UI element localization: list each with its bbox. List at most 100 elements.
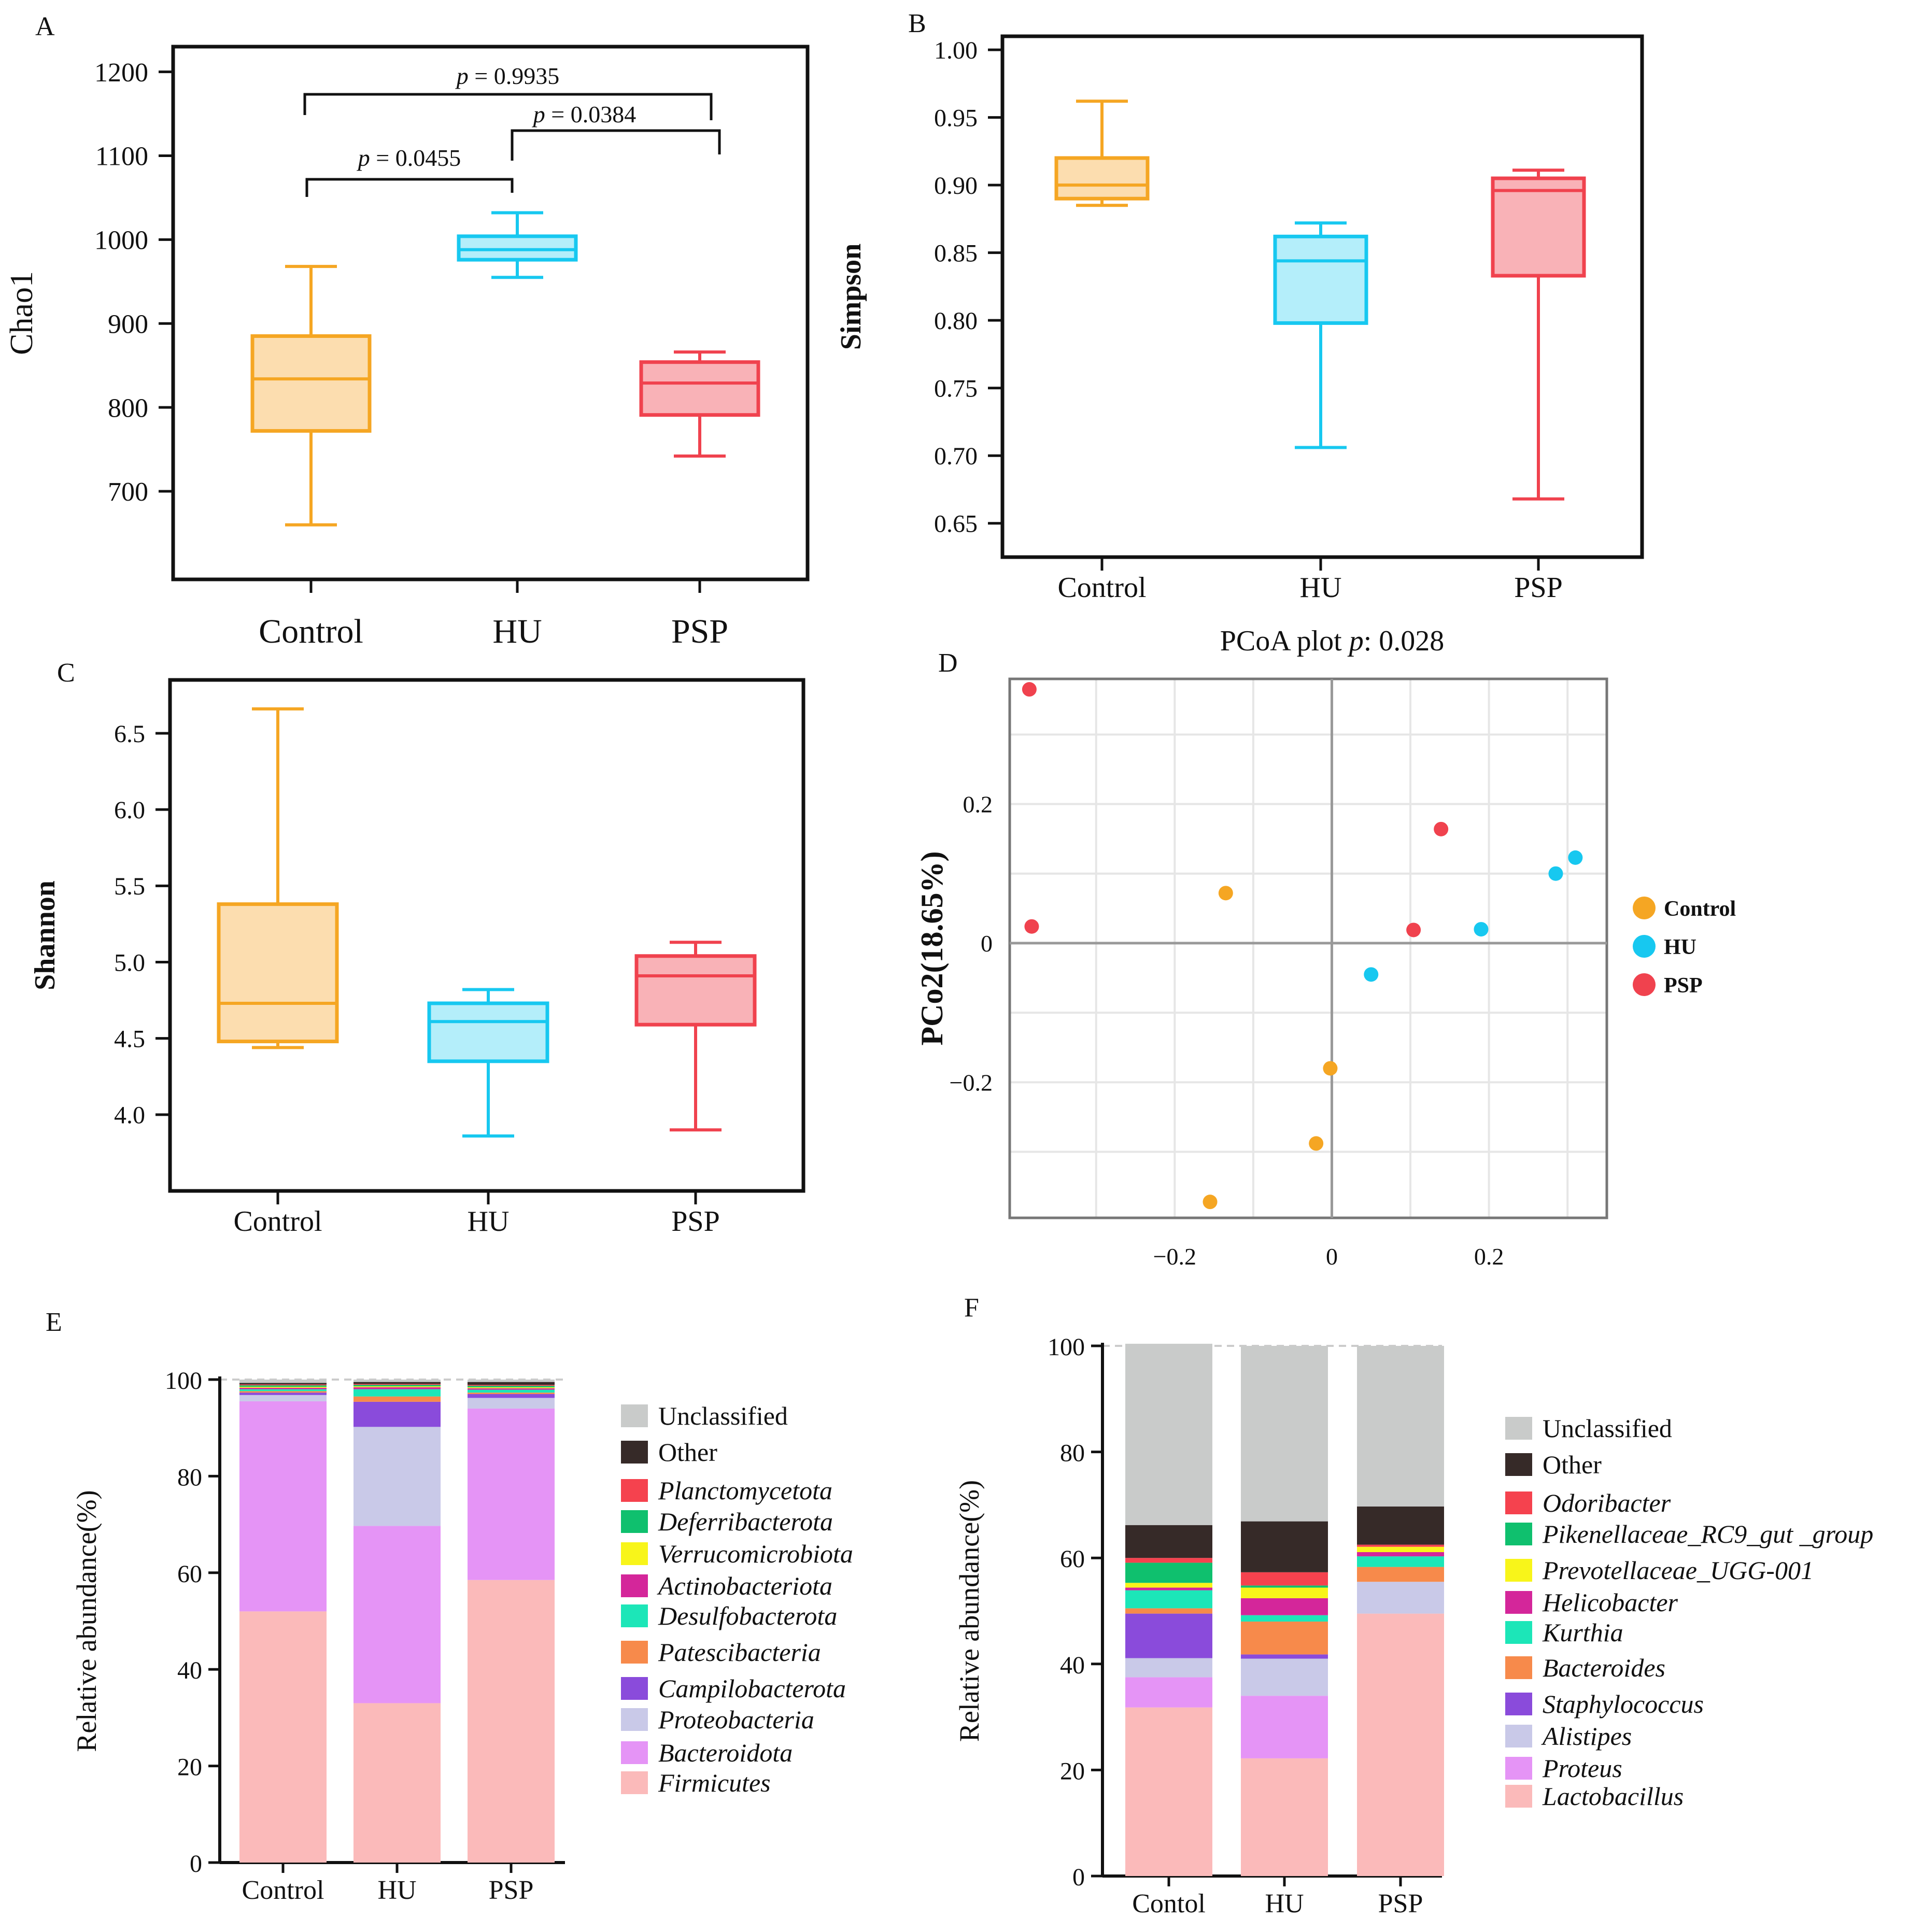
bar-segment-other bbox=[353, 1382, 441, 1384]
scatter-point-hu bbox=[1548, 866, 1563, 881]
panel-letter-d: D bbox=[938, 648, 958, 678]
x-tick-label: HU bbox=[1300, 572, 1342, 604]
y-tick-label: 1000 bbox=[94, 226, 148, 255]
bar-segment-bacteroidota bbox=[353, 1526, 441, 1703]
y-tick-label: 4.0 bbox=[114, 1102, 145, 1129]
legend-marker-hu bbox=[1633, 935, 1656, 958]
scatter-point-hu bbox=[1474, 922, 1489, 937]
box-hu bbox=[427, 988, 549, 1138]
bar-segment-other bbox=[468, 1382, 555, 1385]
legend-label: Control bbox=[1664, 897, 1736, 921]
legend-label: Prevotellaceae_UGG-001 bbox=[1542, 1556, 1814, 1585]
bar-segment-other bbox=[1241, 1521, 1328, 1572]
y-axis-label: Shannon bbox=[29, 880, 61, 990]
box-iqr bbox=[250, 334, 372, 433]
significance-bracket bbox=[305, 178, 514, 197]
plot-frame bbox=[168, 678, 805, 1193]
legend-swatch bbox=[1505, 1621, 1532, 1644]
x-tick-label: PSP bbox=[1514, 572, 1562, 604]
legend-label: Odoribacter bbox=[1543, 1488, 1671, 1517]
y-tick-label: 0.65 bbox=[934, 510, 978, 538]
legend-label: Proteobacteria bbox=[658, 1705, 814, 1734]
bar-segment-lactobacillus bbox=[1241, 1758, 1328, 1876]
legend-label: Campilobacterota bbox=[658, 1674, 846, 1703]
legend-label: Other bbox=[1543, 1450, 1602, 1479]
legend-swatch bbox=[621, 1404, 648, 1427]
bar-segment-verrucomicrobiota bbox=[353, 1386, 441, 1387]
scatter-point-control bbox=[1309, 1136, 1324, 1151]
bar-segment-kurthia bbox=[1241, 1615, 1328, 1622]
bar-segment-planctomycetota bbox=[353, 1384, 441, 1385]
legend-label: Desulfobacterota bbox=[658, 1601, 837, 1630]
legend-label: Firmicutes bbox=[658, 1768, 771, 1797]
significance-bracket bbox=[303, 93, 713, 120]
legend-label: Bacteroides bbox=[1543, 1653, 1665, 1682]
legend-label: Staphylococcus bbox=[1543, 1689, 1704, 1718]
scatter-point-psp bbox=[1022, 682, 1037, 697]
box-iqr bbox=[217, 902, 339, 1044]
bar-segment-desulfobacterota bbox=[239, 1389, 327, 1391]
legend-label: Unclassified bbox=[1543, 1414, 1672, 1443]
bar-segment-alistipes bbox=[1125, 1658, 1212, 1678]
bar-segment-kurthia bbox=[1125, 1590, 1212, 1609]
box-control bbox=[1054, 100, 1150, 207]
legend-label: HU bbox=[1664, 935, 1696, 959]
panel-b-chart: 0.65 0.70 0.75 0.80 0.85 0.90 0.95 1.00 Simpson C… bbox=[835, 34, 1644, 604]
bar-segment-proteobacteria bbox=[239, 1395, 327, 1401]
bar-segment-unclassified bbox=[1125, 1343, 1212, 1525]
bar-segment-helicobacter bbox=[1357, 1552, 1444, 1557]
y-tick-label: 0.95 bbox=[934, 104, 978, 132]
p-value-label: p = 0.0455 bbox=[357, 145, 461, 171]
y-tick-label: 6.0 bbox=[114, 797, 145, 824]
panel-letter-c: C bbox=[57, 658, 75, 688]
x-tick-label: 0 bbox=[1326, 1243, 1338, 1270]
box-iqr bbox=[634, 954, 757, 1027]
y-tick-label: 100 bbox=[165, 1367, 202, 1395]
bar-segment-proteobacteria bbox=[468, 1398, 555, 1409]
bar-segment-verrucomicrobiota bbox=[468, 1387, 555, 1388]
legend-swatch bbox=[1505, 1785, 1532, 1808]
x-tick-label: HU bbox=[1265, 1889, 1304, 1919]
box-iqr bbox=[457, 234, 578, 262]
x-tick-label: PSP bbox=[1378, 1889, 1423, 1919]
y-tick-label: 60 bbox=[177, 1560, 202, 1588]
box-hu bbox=[1273, 221, 1368, 449]
legend-label: Verrucomicrobiota bbox=[658, 1539, 853, 1568]
y-tick-label: 0.90 bbox=[934, 172, 978, 200]
p-value-label: p = 0.0384 bbox=[532, 101, 636, 127]
bar-segment-desulfobacterota bbox=[353, 1389, 441, 1397]
legend-swatch bbox=[1505, 1693, 1532, 1715]
bar-segment-bacteroides bbox=[1125, 1608, 1212, 1614]
y-tick-label: 5.0 bbox=[114, 949, 145, 976]
bar-segment-actinobacteriota bbox=[353, 1387, 441, 1389]
legend-label: Actinobacteriota bbox=[657, 1571, 832, 1600]
y-tick-label: 0.85 bbox=[934, 239, 978, 267]
bar-segment-staphylococcus bbox=[1125, 1613, 1212, 1658]
x-tick-label: HU bbox=[377, 1876, 416, 1905]
legend-swatch bbox=[621, 1677, 648, 1700]
legend-label: Patescibacteria bbox=[658, 1638, 821, 1667]
bar-segment-verrucomicrobiota bbox=[239, 1386, 327, 1388]
box-psp bbox=[634, 941, 757, 1132]
scatter-point-control bbox=[1203, 1195, 1218, 1210]
box-psp bbox=[639, 350, 760, 458]
y-tick-label: 20 bbox=[1060, 1757, 1085, 1785]
scatter-point-psp bbox=[1406, 922, 1421, 937]
legend-swatch bbox=[1505, 1491, 1532, 1514]
y-tick-label: 0.75 bbox=[934, 375, 978, 403]
bar-segment-planctomycetota bbox=[239, 1384, 327, 1386]
box-hu bbox=[457, 211, 578, 279]
legend-swatch bbox=[621, 1542, 648, 1565]
bar-segment-patescibacteria bbox=[353, 1396, 441, 1402]
panel-letter-a: A bbox=[35, 12, 55, 41]
bar-segment-other bbox=[1125, 1525, 1212, 1558]
legend-swatch bbox=[621, 1741, 648, 1764]
bar-segment-patescibacteria bbox=[468, 1393, 555, 1394]
legend-swatch bbox=[621, 1510, 648, 1533]
bar-segment-campilobacterota bbox=[468, 1394, 555, 1398]
bar-segment-odoribacter bbox=[1241, 1572, 1328, 1586]
x-tick-label: Contol bbox=[1132, 1889, 1206, 1919]
panel-f-chart: 0 20 40 60 80 100 Relative abundance(%) Contol H… bbox=[954, 1333, 1873, 1919]
y-tick-label: 0 bbox=[981, 930, 993, 957]
